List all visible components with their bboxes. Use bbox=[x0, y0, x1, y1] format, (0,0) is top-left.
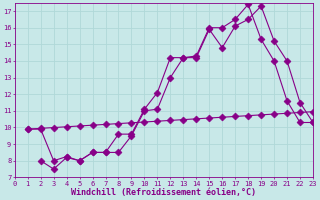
X-axis label: Windchill (Refroidissement éolien,°C): Windchill (Refroidissement éolien,°C) bbox=[71, 188, 256, 197]
